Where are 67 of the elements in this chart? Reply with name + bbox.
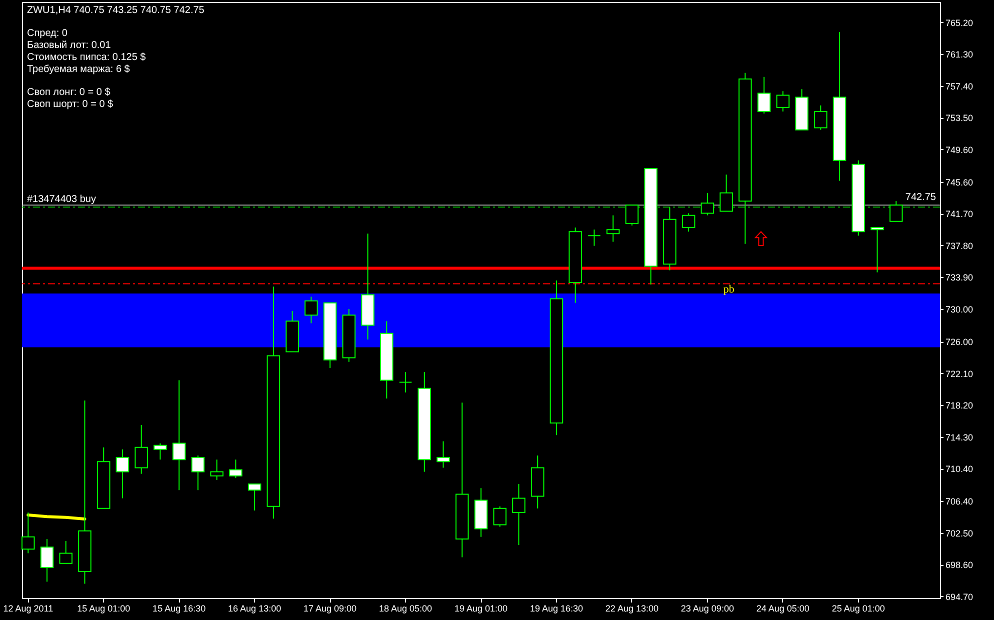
candlestick xyxy=(398,372,412,393)
annotation: Стоимость пипса: 0.125 $ xyxy=(27,52,146,63)
y-tick-label: 749.60 xyxy=(946,144,974,155)
annotation: Спред: 0 xyxy=(27,28,68,39)
x-tick-label: 15 Aug 16:30 xyxy=(152,604,206,614)
y-tick-label: 737.80 xyxy=(946,240,974,251)
x-tick-label: 17 Aug 09:00 xyxy=(304,604,357,614)
y-tick-label: 702.50 xyxy=(946,528,974,538)
candlestick xyxy=(757,76,771,114)
y-tick-label: 745.60 xyxy=(946,177,974,188)
candlestick xyxy=(436,440,450,468)
x-tick-label: 23 Aug 09:00 xyxy=(680,604,734,614)
candlestick xyxy=(588,229,601,246)
candlestick xyxy=(40,538,54,582)
annotation: Требуемая маржа: 6 $ xyxy=(27,64,130,75)
candlestick xyxy=(229,459,242,478)
x-tick-label: 19 Aug 16:30 xyxy=(530,604,584,614)
y-tick-label: 718.20 xyxy=(946,400,974,411)
x-tick-label: 25 Aug 01:00 xyxy=(832,604,885,614)
y-tick-label: 714.30 xyxy=(946,432,974,442)
annotation: Базовый лот: 0.01 xyxy=(27,40,112,51)
candlestick xyxy=(889,200,903,222)
x-tick-label: 22 Aug 13:00 xyxy=(605,604,658,614)
candlestick xyxy=(814,104,828,130)
y-tick-label: 698.60 xyxy=(946,560,974,570)
candlestick xyxy=(172,380,186,491)
y-tick-label: 722.10 xyxy=(946,368,974,379)
x-tick-label: 15 Aug 01:00 xyxy=(77,604,130,614)
candlestick xyxy=(304,296,318,324)
y-tick-label: 726.00 xyxy=(946,337,974,348)
y-tick-label: 757.40 xyxy=(946,81,974,92)
x-tick-label: 18 Aug 05:00 xyxy=(378,604,432,614)
candlestick xyxy=(606,214,620,242)
candlestick xyxy=(154,442,167,460)
candlestick xyxy=(210,459,224,480)
candlestick xyxy=(59,540,73,564)
y-tick-label: 730.00 xyxy=(946,304,974,314)
candlestick xyxy=(116,448,130,499)
annotation: Своп шорт: 0 = 0 $ xyxy=(27,99,114,110)
y-tick-label: 710.40 xyxy=(946,464,974,474)
y-tick-label: 753.50 xyxy=(946,113,974,124)
chart-title: ZWU1,H4 740.75 743.25 740.75 742.75 xyxy=(27,5,205,16)
x-tick-label: 12 Aug 2011 xyxy=(3,604,54,614)
y-tick-label: 741.70 xyxy=(946,209,974,220)
candlestick xyxy=(625,204,639,226)
candlestick xyxy=(870,227,884,273)
x-tick-label: 24 Aug 05:00 xyxy=(756,604,810,614)
x-tick-label: 16 Aug 13:00 xyxy=(228,604,282,614)
candlestick xyxy=(493,506,506,528)
annotation: Своп лонг: 0 = 0 $ xyxy=(27,87,111,98)
y-tick-label: 706.40 xyxy=(946,496,974,507)
y-tick-label: 761.30 xyxy=(946,50,974,60)
candlestick xyxy=(248,484,262,511)
candlestick xyxy=(134,424,148,474)
y-tick-label: 733.90 xyxy=(946,272,974,283)
y-tick-label: 765.20 xyxy=(946,18,974,28)
ref-line-label: 742.75 xyxy=(905,192,936,204)
x-tick-label: 19 Aug 01:00 xyxy=(454,604,508,614)
annotation: pb xyxy=(723,283,735,296)
candlestick xyxy=(720,174,733,212)
candlestick xyxy=(776,90,790,112)
ref-line-label: #13474403 buy xyxy=(27,194,96,206)
y-tick-label: 694.70 xyxy=(946,592,974,602)
candlestick xyxy=(682,212,696,232)
candlestick xyxy=(191,455,205,491)
candlestick xyxy=(512,484,526,546)
candlestick xyxy=(700,192,714,216)
